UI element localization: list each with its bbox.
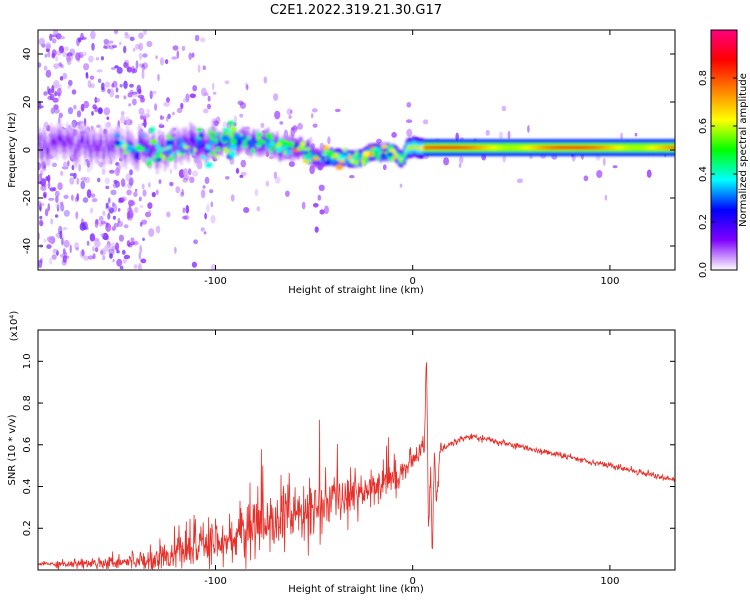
spectrogram-y-tick-label: -40 [22,238,33,254]
snr-y-tick-label: 0.4 [22,479,33,495]
snr-x-tick-label: -100 [204,576,227,587]
snr-y-axis-label: SNR (10 * v/v) [7,414,18,485]
snr-x-ticks: -100 0 100 [204,330,619,587]
spectrogram-y-tick-label: 40 [22,48,33,61]
snr-x-tick-label: 100 [600,576,619,587]
colorbar-tick-label: 0.0 [698,262,709,278]
heatmap-layer [38,30,675,270]
spectrogram-y-ticks: -40 -20 0 20 40 [22,48,675,254]
colorbar: 0.0 0.2 0.4 0.6 0.8 Normalized spectral ampl… [698,29,749,278]
snr-y-tick-label: 0.6 [22,437,33,453]
spectrogram-y-tick-label: 0 [22,147,33,153]
spectrogram-x-ticks: -100 0 100 [204,30,619,287]
snr-y-tick-label: 1.0 [22,353,33,369]
snr-x-axis-label: Height of straight line (km) [288,584,424,595]
spectrogram-x-tick-label: 0 [410,276,416,287]
colorbar-tick-label: 0.2 [698,214,709,230]
colorbar-ticks: 0.0 0.2 0.4 0.6 0.8 [698,70,737,278]
spectrogram-y-tick-label: 20 [22,96,33,109]
snr-panel: -100 0 100 0.2 0.4 0.6 0.8 1.0 Height of strai… [7,311,676,595]
spectrogram-x-tick-label: -100 [204,276,227,287]
spectrogram-y-axis-label: Frequency (Hz) [7,112,18,188]
spectrogram-x-tick-label: 100 [600,276,619,287]
colorbar-gradient [711,30,737,270]
spectrogram-y-tick-label: -20 [22,190,33,206]
figure-title: C2E1.2022.319.21.30.G17 [270,3,442,18]
spectrogram-x-axis-label: Height of straight line (km) [288,285,424,296]
snr-y-multiplier: (x10⁴) [9,311,20,342]
snr-frame [37,329,676,571]
colorbar-tick-label: 0.8 [698,70,709,86]
colorbar-label: Normalized spectral amplitude [738,73,749,227]
snr-y-tick-label: 0.2 [22,520,33,536]
snr-x-tick-label: 0 [410,576,416,587]
colorbar-tick-label: 0.4 [698,166,709,182]
colorbar-frame [710,29,738,271]
snr-y-ticks: 0.2 0.4 0.6 0.8 1.0 [22,353,675,536]
colorbar-tick-label: 0.6 [698,118,709,134]
snr-y-tick-label: 0.8 [22,395,33,411]
spectrogram-panel: -100 0 100 -40 -20 0 20 40 Height of straight … [7,29,676,296]
snr-series-line [38,362,675,570]
